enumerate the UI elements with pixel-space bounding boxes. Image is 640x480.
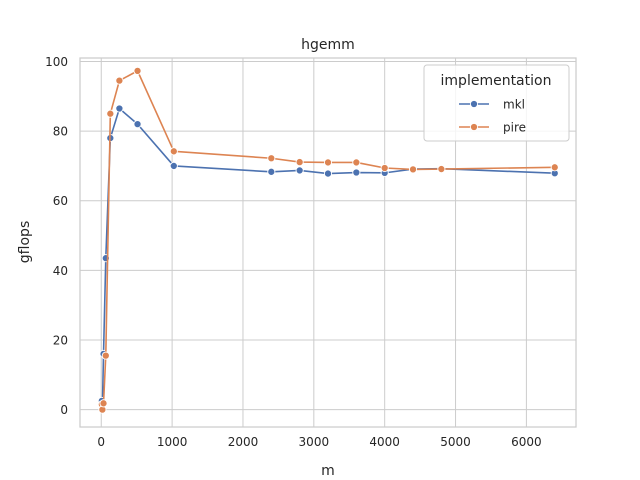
x-tick-label: 6000 xyxy=(511,435,542,449)
series-line-mkl xyxy=(101,107,555,409)
y-tick-label: 60 xyxy=(53,194,68,208)
data-point-pire xyxy=(101,351,110,360)
data-point-pire xyxy=(408,165,418,174)
data-point-pire xyxy=(267,154,276,163)
data-point-pire xyxy=(295,158,304,167)
data-point-pire xyxy=(380,163,389,173)
series xyxy=(97,66,559,414)
data-point-mkl xyxy=(323,169,333,178)
data-point-mkl xyxy=(352,168,361,177)
y-tick-label: 40 xyxy=(53,264,68,278)
x-axis-label: m xyxy=(321,463,335,479)
data-point-pire xyxy=(106,109,115,118)
legend-title: implementation xyxy=(441,73,552,89)
tick-labels: 0 1000 2000 3000 4000 5000 6000 0 20 40 60 80 100 xyxy=(45,55,542,449)
data-point-pire xyxy=(133,66,142,75)
data-point-mkl xyxy=(115,104,124,113)
legend-entries: mkl pire xyxy=(459,98,526,135)
data-point-pire xyxy=(323,158,333,167)
x-tick-label: 2000 xyxy=(228,435,259,449)
series-line-pire xyxy=(101,70,555,411)
x-tick-label: 3000 xyxy=(299,435,330,449)
data-point-pire xyxy=(352,158,361,167)
legend-entry-mkl: mkl xyxy=(459,98,525,112)
plot-frame xyxy=(79,57,577,428)
legend-entry-pire: pire xyxy=(459,121,526,135)
chart-title: hgemm xyxy=(301,37,355,53)
legend-label: mkl xyxy=(503,98,525,112)
series-pire xyxy=(97,66,559,414)
legend-box xyxy=(423,64,570,142)
x-tick-label: 5000 xyxy=(440,435,471,449)
grid xyxy=(80,58,576,427)
y-tick-label: 0 xyxy=(60,403,68,417)
y-axis-label: gflops xyxy=(17,221,33,263)
data-point-mkl xyxy=(267,167,276,176)
data-point-pire xyxy=(437,164,446,174)
y-tick-label: 20 xyxy=(53,333,68,347)
x-tick-label: 0 xyxy=(97,435,105,449)
data-point-pire xyxy=(169,147,178,156)
data-point-mkl xyxy=(295,166,304,175)
data-point-mkl xyxy=(133,120,142,129)
data-point-pire xyxy=(99,399,108,408)
x-tick-label: 4000 xyxy=(369,435,400,449)
y-tick-label: 100 xyxy=(45,55,68,69)
legend-label: pire xyxy=(503,121,526,135)
legend-marker xyxy=(469,122,479,132)
x-tick-label: 1000 xyxy=(157,435,188,449)
data-point-pire xyxy=(550,163,559,172)
legend: implementation mkl pire xyxy=(423,64,570,142)
data-point-mkl xyxy=(169,161,178,170)
legend-marker xyxy=(469,99,479,109)
data-point-pire xyxy=(115,76,124,85)
y-tick-label: 80 xyxy=(53,125,68,139)
